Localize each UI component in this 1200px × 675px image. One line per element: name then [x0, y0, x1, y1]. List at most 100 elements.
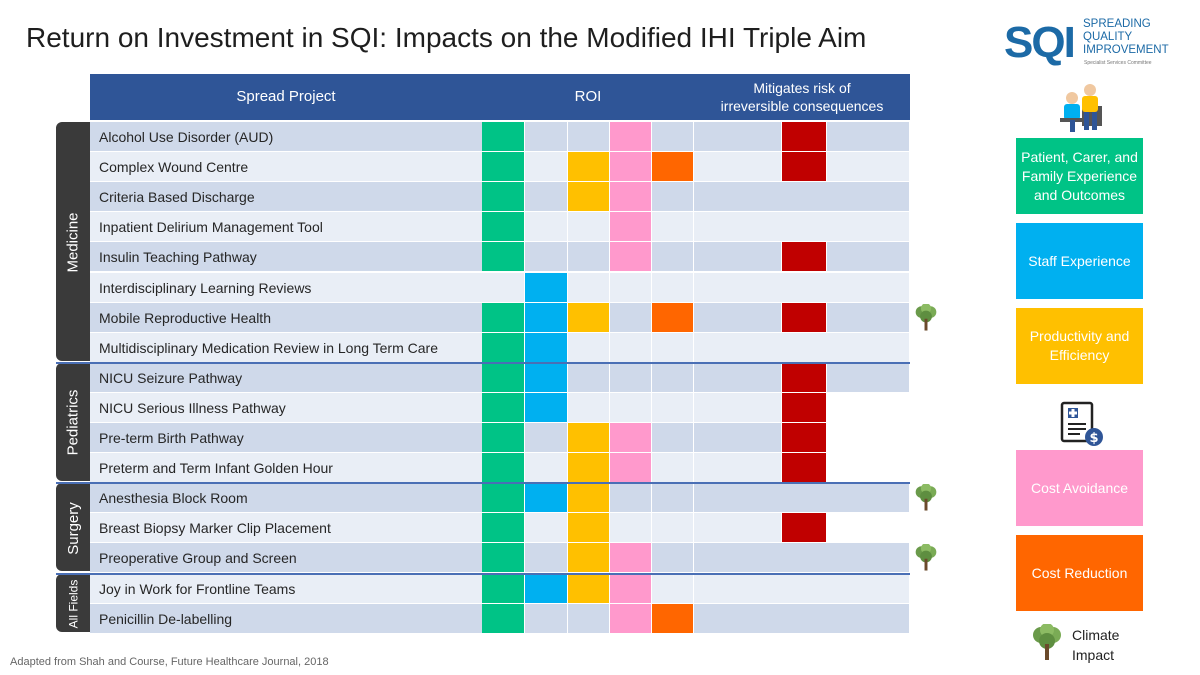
project-name: Complex Wound Centre [90, 152, 482, 183]
cell-patient [482, 603, 525, 634]
cell-patient [482, 423, 525, 453]
cell-irreversible [782, 423, 827, 453]
cell-cost-reduction [652, 302, 694, 333]
logo-line-1: SPREADING [1083, 18, 1151, 30]
cell-productivity [568, 483, 610, 514]
cell-productivity [568, 212, 610, 243]
table-row: Interdisciplinary Learning Reviews [90, 272, 910, 303]
cell-staff [525, 362, 568, 393]
cell-irreversible-pad [694, 302, 782, 333]
cell-cost-avoidance [610, 423, 652, 453]
table-row: Preoperative Group and Screen [90, 543, 910, 574]
cell-irreversible-pad [694, 362, 782, 393]
cell-staff [525, 423, 568, 453]
cell-cost-avoidance [610, 272, 652, 303]
cell-patient [482, 392, 525, 423]
cell-irreversible-pad [827, 513, 910, 544]
group-label-text: Medicine [64, 212, 82, 273]
project-name: Multidisciplinary Medication Review in L… [90, 332, 482, 363]
logo-subtitle: Specialist Services Committee [1084, 60, 1152, 66]
cell-staff [525, 122, 568, 152]
table-row: Insulin Teaching Pathway [90, 242, 910, 273]
cell-irreversible-empty [694, 543, 910, 574]
cell-staff [525, 302, 568, 333]
cell-irreversible-pad [827, 392, 910, 423]
legend-patient-label: Patient, Carer, and Family Experience an… [1021, 148, 1138, 203]
patient-family-icon [1052, 82, 1106, 139]
cell-cost-avoidance [610, 362, 652, 393]
project-name: Insulin Teaching Pathway [90, 242, 482, 273]
project-name: Preterm and Term Infant Golden Hour [90, 453, 482, 484]
header-roi: ROI [574, 88, 602, 105]
cell-cost-avoidance [610, 242, 652, 273]
table-row: Penicillin De-labelling [90, 603, 910, 634]
table-row: Complex Wound Centre [90, 152, 910, 183]
cell-staff [525, 242, 568, 273]
cell-patient [482, 242, 525, 273]
cell-staff [525, 392, 568, 423]
cell-staff [525, 453, 568, 484]
cell-cost-avoidance [610, 513, 652, 544]
logo-line-2: QUALITY [1083, 31, 1133, 43]
cell-cost-avoidance [610, 182, 652, 213]
table-header: Spread Project ROI Mitigates risk of irr… [90, 74, 910, 120]
cell-irreversible [782, 513, 827, 544]
table-row: Preterm and Term Infant Golden Hour [90, 453, 910, 484]
cell-patient [482, 122, 525, 152]
header-mitigates-risk: Mitigates risk of irreversible consequen… [694, 79, 910, 115]
sqi-logo: SQI SPREADING QUALITY IMPROVEMENT Specia… [1004, 16, 1179, 70]
cell-cost-avoidance [610, 302, 652, 333]
cell-staff [525, 152, 568, 183]
cell-irreversible-pad [694, 513, 782, 544]
cell-cost-reduction [652, 423, 694, 453]
cell-patient [482, 302, 525, 333]
cell-patient [482, 152, 525, 183]
climate-impact-icon [913, 302, 939, 337]
cell-staff [525, 513, 568, 544]
cell-productivity [568, 513, 610, 544]
cell-irreversible-empty [694, 332, 910, 363]
cell-cost-avoidance [610, 332, 652, 363]
header-mitigates-line-2: irreversible consequences [720, 98, 884, 114]
cell-irreversible-pad [694, 453, 782, 484]
cell-cost-avoidance [610, 603, 652, 634]
cell-cost-reduction [652, 272, 694, 303]
cell-productivity [568, 573, 610, 604]
table-row: Breast Biopsy Marker Clip Placement [90, 513, 910, 544]
cell-cost-reduction [652, 242, 694, 273]
cell-irreversible-pad [827, 152, 910, 183]
cost-document-icon: $ [1058, 400, 1106, 453]
cell-productivity [568, 242, 610, 273]
project-name: Penicillin De-labelling [90, 603, 482, 634]
table-row: Inpatient Delirium Management Tool [90, 212, 910, 243]
group-separator [56, 361, 910, 364]
group-label: Medicine [56, 122, 90, 363]
group-bracket [56, 122, 90, 361]
table-row: Pre-term Birth Pathway [90, 423, 910, 453]
cell-cost-reduction [652, 453, 694, 484]
cell-cost-avoidance [610, 573, 652, 604]
group-label: All Fields [56, 574, 90, 634]
cell-irreversible-pad [827, 423, 910, 453]
cell-patient [482, 483, 525, 514]
cell-irreversible-empty [694, 603, 910, 634]
table-row: Joy in Work for Frontline Teams [90, 573, 910, 604]
cell-productivity [568, 152, 610, 183]
table-row: Mobile Reproductive Health [90, 302, 910, 333]
cell-cost-avoidance [610, 212, 652, 243]
page-title: Return on Investment in SQI: Impacts on … [26, 22, 867, 53]
cell-patient [482, 513, 525, 544]
cell-cost-reduction [652, 543, 694, 574]
cell-irreversible [782, 242, 827, 273]
cell-cost-avoidance [610, 543, 652, 574]
legend-cost-avoidance-label: Cost Avoidance [1030, 479, 1129, 496]
svg-text:$: $ [1089, 431, 1098, 446]
cell-cost-reduction [652, 332, 694, 363]
cell-patient [482, 573, 525, 604]
cell-irreversible [782, 362, 827, 393]
cell-patient [482, 362, 525, 393]
table-row: Alcohol Use Disorder (AUD) [90, 122, 910, 152]
logo-mark: SQI [1004, 18, 1076, 67]
cell-cost-reduction [652, 212, 694, 243]
legend-patient-experience: Patient, Carer, and Family Experience an… [1016, 138, 1143, 214]
